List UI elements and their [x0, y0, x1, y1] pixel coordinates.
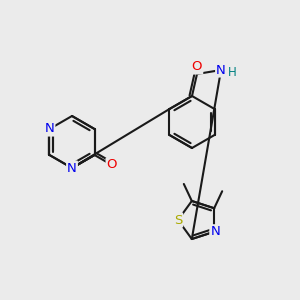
Text: H: H [228, 67, 236, 80]
Text: O: O [106, 158, 117, 172]
Text: N: N [216, 64, 226, 76]
Text: O: O [192, 61, 202, 74]
Text: N: N [45, 122, 54, 136]
Text: N: N [67, 161, 77, 175]
Text: N: N [210, 225, 220, 238]
Text: S: S [174, 214, 182, 226]
